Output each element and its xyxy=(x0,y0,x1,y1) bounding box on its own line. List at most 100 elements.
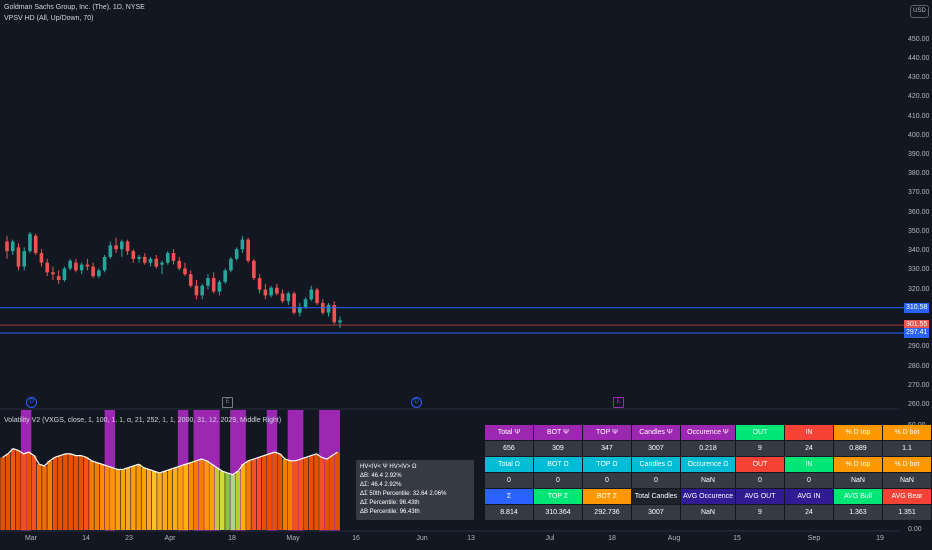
stats-cell: 0 xyxy=(784,473,833,488)
volatility-bar xyxy=(63,453,68,530)
stats-cell: 3007 xyxy=(631,505,680,520)
price-tick-label: 340.00 xyxy=(908,247,930,255)
candle-body xyxy=(252,260,256,279)
stats-row: 656 309 347 3007 0.218 9 24 0.889 1.1 xyxy=(485,441,931,456)
time-tick-label: Apr xyxy=(164,535,176,542)
candle-body xyxy=(51,272,55,275)
volatility-bar xyxy=(31,455,37,530)
tooltip-line: ΔΣ: 46.4 2.92% xyxy=(360,482,402,488)
stats-cell: Σ xyxy=(485,489,533,504)
event-marker[interactable]: E xyxy=(613,397,624,408)
candle-body xyxy=(298,306,302,313)
symbol-title[interactable]: Goldman Sachs Group, Inc. (The), 1D, NYS… xyxy=(4,4,145,11)
candle xyxy=(62,266,67,282)
indicator-volatility-label[interactable]: Volatility V2 (VXGS, close, 1, 100, 1, 1… xyxy=(4,417,282,424)
candle-body xyxy=(154,258,159,267)
stats-cell: 0 xyxy=(485,473,533,488)
event-marker[interactable]: E xyxy=(222,397,233,408)
volatility-bar xyxy=(240,464,246,530)
tooltip-line: HV<IV< Ψ HV>IV> Ω xyxy=(360,464,417,470)
candle-body xyxy=(142,256,147,263)
volatility-bar xyxy=(335,452,340,530)
price-tick-label: 390.00 xyxy=(908,151,930,158)
volatility-bar xyxy=(68,453,73,530)
stats-cell: 0 xyxy=(631,473,680,488)
candle-body xyxy=(74,262,78,271)
volatility-bar xyxy=(52,457,58,530)
candle-body xyxy=(269,287,273,296)
volatility-bar xyxy=(125,467,131,530)
volatility-bar xyxy=(36,464,42,530)
candle xyxy=(85,258,90,271)
volatility-bar xyxy=(131,465,136,530)
candle xyxy=(16,243,21,271)
candle xyxy=(56,270,61,284)
stats-table: Total Ψ BOT Ψ TOP Ψ Candles Ψ Occurence Ψ OUT… xyxy=(484,424,932,521)
price-tick-label: 320.00 xyxy=(908,285,930,293)
volatility-bar xyxy=(298,459,304,530)
candle-body xyxy=(148,258,153,263)
volatility-bar xyxy=(251,459,257,530)
candle-body xyxy=(125,241,130,252)
event-marker[interactable]: D xyxy=(411,397,422,408)
stats-row: Total Ψ BOT Ψ TOP Ψ Candles Ψ Occurence Ψ OUT… xyxy=(485,425,931,440)
stats-cell: AVG Bear xyxy=(882,489,931,504)
volatility-bar xyxy=(141,467,147,530)
candle xyxy=(211,272,216,294)
price-tick-label: 270.00 xyxy=(908,381,930,389)
price-tick-label: 290.00 xyxy=(908,343,930,351)
candle-body xyxy=(332,305,337,323)
candle xyxy=(338,316,342,329)
time-tick-label: 13 xyxy=(467,535,475,542)
tooltip-line: ΔB Percentile: 96.43th xyxy=(360,509,420,515)
candle xyxy=(229,256,233,273)
currency-badge[interactable]: USD xyxy=(910,5,929,18)
stats-cell: TOP Σ xyxy=(533,489,582,504)
event-marker[interactable]: D xyxy=(26,397,37,408)
candle xyxy=(217,280,222,296)
candle xyxy=(183,262,187,277)
stats-cell: 8.814 xyxy=(485,505,533,520)
candle-body xyxy=(188,274,193,286)
volatility-bar xyxy=(57,455,63,530)
candle xyxy=(280,289,285,304)
candle xyxy=(51,266,55,280)
candle-body xyxy=(183,268,187,275)
stats-cell: 347 xyxy=(582,441,631,456)
candle-body xyxy=(5,241,9,252)
price-level-label: 297.41 xyxy=(904,328,930,339)
volatility-bar xyxy=(89,460,94,530)
candle-body xyxy=(177,260,182,269)
stats-cell: OUT xyxy=(736,457,784,472)
price-tick-label: 360.00 xyxy=(908,208,930,216)
candle xyxy=(326,303,331,317)
candle-body xyxy=(217,281,222,292)
candle xyxy=(45,258,49,277)
candle-body xyxy=(200,285,205,296)
stats-cell: IN xyxy=(784,457,833,472)
candle-body xyxy=(275,287,279,294)
stats-row: Total Ω BOT Ω TOP Ω Candles Ω Occurence Ω OUT… xyxy=(485,457,931,472)
stats-cell: 310.364 xyxy=(533,505,582,520)
indicator-vpsv-label[interactable]: VPSV HD (All, Up/Down, 70) xyxy=(4,15,94,22)
volatility-bar xyxy=(235,471,241,530)
candle-body xyxy=(160,262,164,265)
stats-cell: AVG OUT xyxy=(736,489,784,504)
candle xyxy=(234,247,239,261)
candle xyxy=(252,258,256,280)
candle xyxy=(171,249,176,265)
stats-cell: AVG Bull xyxy=(833,489,882,504)
candle xyxy=(194,280,199,300)
volatility-bar xyxy=(26,452,32,530)
candle xyxy=(298,303,302,317)
horizontal-lines xyxy=(0,307,904,334)
stats-cell: Candles Ψ xyxy=(631,425,680,440)
volatility-highlight-band xyxy=(266,410,278,531)
stats-cell: 0 xyxy=(533,473,582,488)
candle-body xyxy=(171,253,176,261)
candle xyxy=(223,268,227,284)
candle xyxy=(120,239,124,257)
candle-body xyxy=(229,258,233,271)
stats-cell: 9 xyxy=(736,441,784,456)
